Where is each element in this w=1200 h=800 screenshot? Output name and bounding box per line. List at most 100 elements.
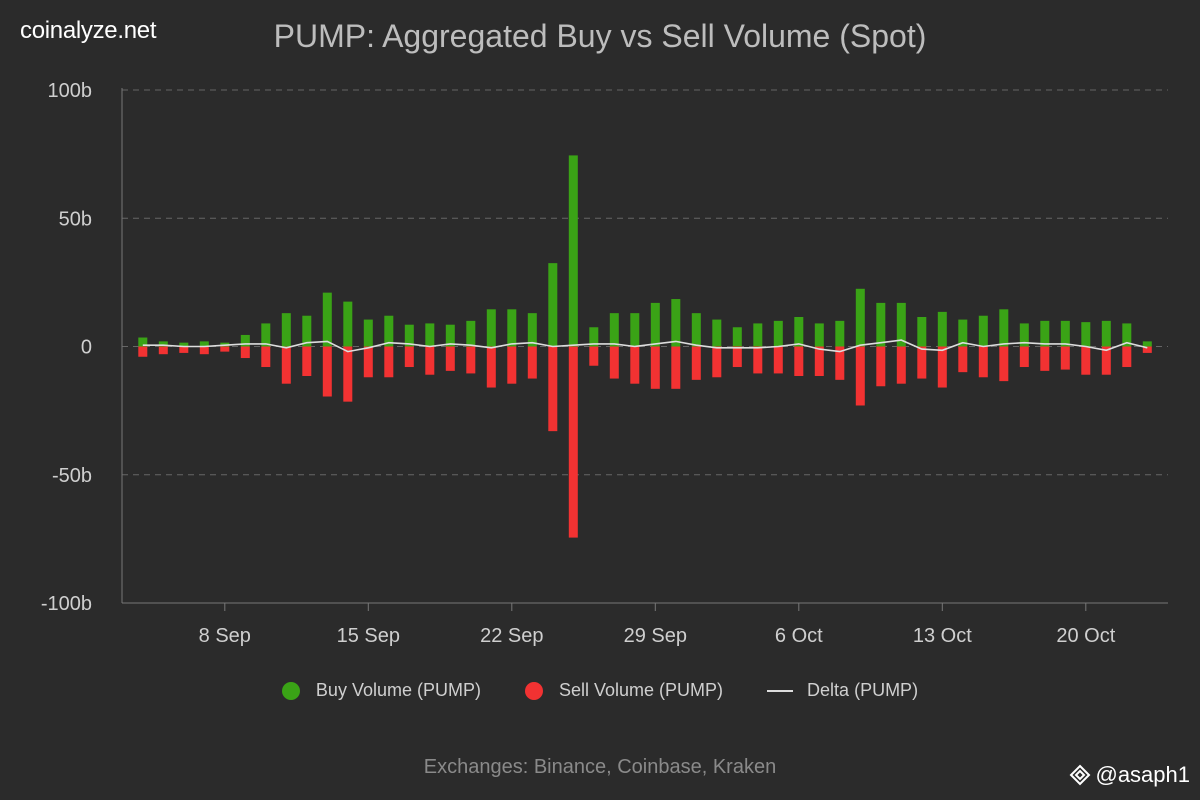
buy-volume-bar: [753, 323, 763, 347]
sell-volume-bar: [404, 346, 414, 368]
buy-volume-bar: [199, 341, 209, 347]
sell-volume-bar: [240, 346, 250, 359]
sell-volume-bar: [650, 346, 660, 389]
sell-volume-bar: [978, 346, 988, 378]
credit-badge: @asaph1: [1069, 762, 1190, 788]
buy-volume-bar: [1060, 320, 1070, 347]
sell-volume-bar: [609, 346, 619, 379]
chart-title: PUMP: Aggregated Buy vs Sell Volume (Spo…: [273, 18, 927, 54]
buy-volume-bar: [343, 301, 353, 347]
x-tick-label: 13 Oct: [913, 625, 972, 647]
x-tick-label: 29 Sep: [624, 625, 687, 647]
buy-volume-bar: [814, 323, 824, 347]
sell-volume-bar: [138, 346, 148, 357]
sell-volume-bar: [158, 346, 168, 355]
sell-volume-bar: [773, 346, 783, 374]
sell-volume-bar: [671, 346, 681, 389]
y-tick-label: 50b: [59, 208, 92, 230]
buy-volume-bar: [937, 311, 947, 347]
legend-item-delta[interactable]: Delta (PUMP): [767, 680, 918, 701]
buy-volume-bar: [466, 320, 476, 347]
buy-volume-bar: [404, 324, 414, 347]
buy-volume-bar: [650, 302, 660, 347]
buy-volume-bar: [322, 292, 332, 347]
sell-volume-bar: [466, 346, 476, 374]
buy-volume-bar: [179, 342, 189, 347]
buy-volume-bar: [261, 323, 271, 347]
sell-volume-bar: [1142, 346, 1152, 353]
sell-volume-bar: [281, 346, 291, 384]
sell-volume-bar: [261, 346, 271, 368]
legend-delta-label: Delta (PUMP): [807, 680, 919, 700]
sell-volume-bar: [958, 346, 968, 373]
sell-volume-bar: [363, 346, 373, 378]
sell-volume-bar: [179, 346, 189, 353]
x-tick-label: 20 Oct: [1056, 625, 1115, 647]
sell-volume-bar: [753, 346, 763, 374]
sell-volume-bar: [220, 346, 230, 352]
legend-sell-swatch: [524, 681, 543, 700]
sell-volume-bar: [630, 346, 640, 384]
sell-volume-bar: [1122, 346, 1132, 368]
sell-volume-bar: [384, 346, 394, 378]
sell-volume-bar: [199, 346, 209, 355]
sell-volume-bar: [1040, 346, 1050, 371]
sell-volume-bar: [691, 346, 701, 380]
buy-volume-bar: [1081, 322, 1091, 347]
buy-volume-bar: [363, 319, 373, 347]
legend-buy-label: Buy Volume (PUMP): [315, 680, 481, 700]
sell-volume-bar: [712, 346, 722, 378]
buy-volume-bar: [712, 319, 722, 347]
sell-volume-bar: [937, 346, 947, 388]
sell-volume-bar: [507, 346, 517, 384]
sell-volume-bar: [343, 346, 353, 402]
buy-volume-bar: [1101, 320, 1111, 347]
buy-volume-bar: [158, 341, 168, 347]
buy-volume-bar: [527, 313, 537, 347]
buy-volume-bar: [958, 319, 968, 347]
buy-volume-bar: [138, 337, 148, 347]
exchanges-footer: Exchanges: Binance, Coinbase, Kraken: [423, 756, 777, 778]
buy-volume-bar: [1019, 323, 1029, 347]
sell-volume-bar: [999, 346, 1009, 382]
sell-volume-bar: [1060, 346, 1070, 370]
delta-line: [142, 339, 1148, 353]
buy-volume-bar: [548, 263, 558, 347]
buy-volume-bar: [609, 313, 619, 347]
y-tick-label: 100b: [48, 80, 93, 102]
buy-volume-bar: [876, 302, 886, 347]
buy-volume-bar: [486, 309, 496, 347]
y-tick-label: 0: [81, 337, 92, 359]
sell-volume-bar: [835, 346, 845, 380]
sell-volume-bar: [814, 346, 824, 376]
sell-volume-bar: [732, 346, 742, 368]
chart-legend: Buy Volume (PUMP) Sell Volume (PUMP) Del…: [0, 680, 1200, 701]
legend-delta-swatch: [767, 689, 794, 692]
sell-volume-bar: [548, 346, 558, 432]
sell-volume-bar: [322, 346, 332, 397]
legend-buy-swatch: [281, 681, 300, 700]
x-tick-label: 6 Oct: [775, 625, 823, 647]
sell-volume-bar: [302, 346, 312, 376]
sell-volume-bar: [425, 346, 435, 375]
legend-sell-label: Sell Volume (PUMP): [558, 680, 724, 700]
buy-volume-bar: [732, 327, 742, 347]
buy-volume-bar: [1040, 320, 1050, 347]
buy-volume-bar: [384, 315, 394, 347]
buy-volume-bar: [281, 313, 291, 347]
buy-volume-bar: [1122, 323, 1132, 347]
buy-volume-bar: [1142, 341, 1152, 347]
sell-volume-bar: [896, 346, 906, 384]
buy-volume-bar: [671, 299, 681, 347]
buy-volume-bar: [507, 309, 517, 347]
sell-volume-bar: [1081, 346, 1091, 375]
sell-volume-bar: [855, 346, 865, 406]
buy-volume-bar: [568, 155, 578, 347]
x-tick-label: 15 Sep: [337, 625, 400, 647]
buy-volume-bar: [302, 315, 312, 347]
legend-item-sell[interactable]: Sell Volume (PUMP): [524, 680, 724, 701]
buy-volume-bar: [691, 313, 701, 347]
sell-volume-bar: [589, 346, 599, 366]
legend-item-buy[interactable]: Buy Volume (PUMP): [281, 680, 481, 701]
brand-logo-text[interactable]: coinalyze.net: [20, 17, 157, 44]
